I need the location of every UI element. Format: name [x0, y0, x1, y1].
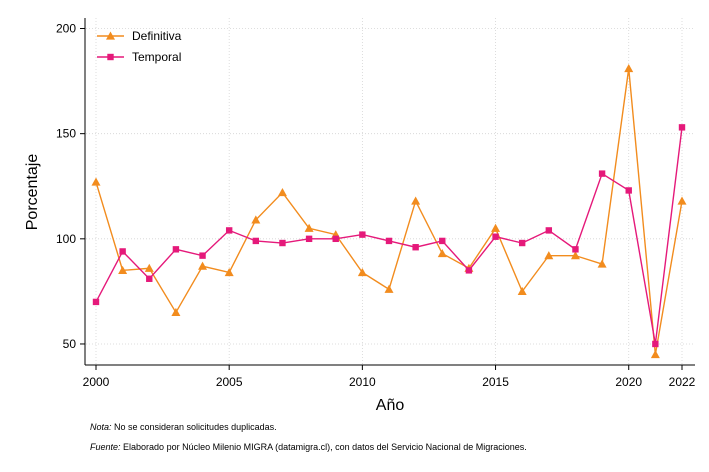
data-point-definitiva	[624, 63, 634, 73]
x-tick-label: 2000	[83, 375, 110, 389]
data-point-temporal	[252, 237, 260, 245]
x-axis-title: Año	[376, 397, 405, 414]
source-label: Fuente:	[90, 442, 121, 452]
data-point-definitiva	[650, 349, 660, 359]
x-tick-label: 2015	[482, 375, 509, 389]
legend: Definitiva Temporal	[97, 29, 182, 64]
data-point-temporal	[305, 235, 313, 243]
series-line-definitiva	[95, 68, 683, 355]
data-point-temporal	[119, 248, 126, 255]
series-line-temporal	[95, 127, 683, 345]
data-point-definitiva	[277, 188, 287, 197]
y-tick-label: 200	[56, 22, 76, 36]
data-point-definitiva	[597, 259, 607, 268]
legend-label: Definitiva	[132, 29, 182, 43]
data-point-definitiva	[544, 251, 554, 260]
data-point-temporal	[518, 239, 526, 247]
data-point-temporal	[598, 170, 606, 177]
footnote-note: Nota: No se consideran solicitudes dupli…	[90, 422, 277, 432]
source-text: Elaborado por Núcleo Milenio MIGRA (data…	[120, 442, 527, 452]
data-point-temporal	[678, 124, 686, 131]
data-point-temporal	[652, 340, 659, 348]
data-point-definitiva	[144, 263, 154, 272]
data-point-temporal	[172, 246, 180, 253]
data-point-definitiva	[411, 196, 421, 205]
data-point-temporal	[572, 246, 579, 253]
axes: 50 100 150 200 2000 2005 2010 2015 2020 2022	[56, 18, 696, 389]
data-point-temporal	[146, 275, 153, 282]
series-group	[91, 63, 687, 359]
x-tick-label: 2022	[669, 375, 696, 389]
legend-marker	[107, 53, 114, 61]
data-point-definitiva	[517, 286, 527, 295]
line-chart: 50 100 150 200 2000 2005 2010 2015 2020 2022 Defi…	[24, 18, 696, 414]
data-point-definitiva	[118, 265, 128, 274]
data-point-temporal	[385, 237, 393, 245]
data-point-definitiva	[491, 223, 501, 232]
data-point-definitiva	[304, 223, 314, 232]
data-point-definitiva	[251, 215, 261, 224]
data-point-temporal	[439, 237, 446, 245]
data-point-definitiva	[384, 284, 394, 293]
data-point-temporal	[92, 298, 100, 306]
y-axis-title: Porcentaje	[24, 154, 41, 231]
series-temporal	[92, 124, 686, 348]
x-tick-label: 2010	[349, 375, 376, 389]
footnote-source: Fuente: Elaborado por Núcleo Milenio MIG…	[90, 442, 527, 452]
data-point-definitiva	[198, 261, 208, 270]
data-point-temporal	[225, 227, 233, 234]
y-tick-label: 100	[56, 232, 76, 246]
data-point-definitiva	[677, 196, 687, 205]
note-label: Nota:	[90, 422, 112, 432]
legend-label: Temporal	[132, 50, 181, 64]
note-text: No se consideran solicitudes duplicadas.	[111, 422, 277, 432]
y-tick-label: 150	[56, 127, 76, 141]
data-point-temporal	[465, 267, 473, 274]
legend-marker	[106, 31, 115, 40]
data-point-temporal	[545, 227, 553, 234]
data-point-temporal	[279, 239, 286, 247]
data-point-temporal	[412, 244, 419, 251]
data-point-temporal	[332, 235, 339, 243]
x-tick-label: 2020	[615, 375, 642, 389]
data-point-definitiva	[224, 267, 234, 277]
y-tick-label: 50	[63, 337, 77, 351]
data-point-definitiva	[570, 251, 580, 260]
series-definitiva	[91, 63, 687, 359]
data-point-definitiva	[91, 177, 101, 186]
data-point-temporal	[625, 187, 632, 194]
data-point-temporal	[359, 231, 366, 238]
data-point-definitiva	[171, 307, 181, 317]
x-tick-label: 2005	[216, 375, 243, 389]
data-point-definitiva	[437, 249, 447, 258]
data-point-temporal	[492, 233, 499, 240]
data-point-definitiva	[357, 267, 367, 277]
data-point-temporal	[199, 252, 206, 259]
